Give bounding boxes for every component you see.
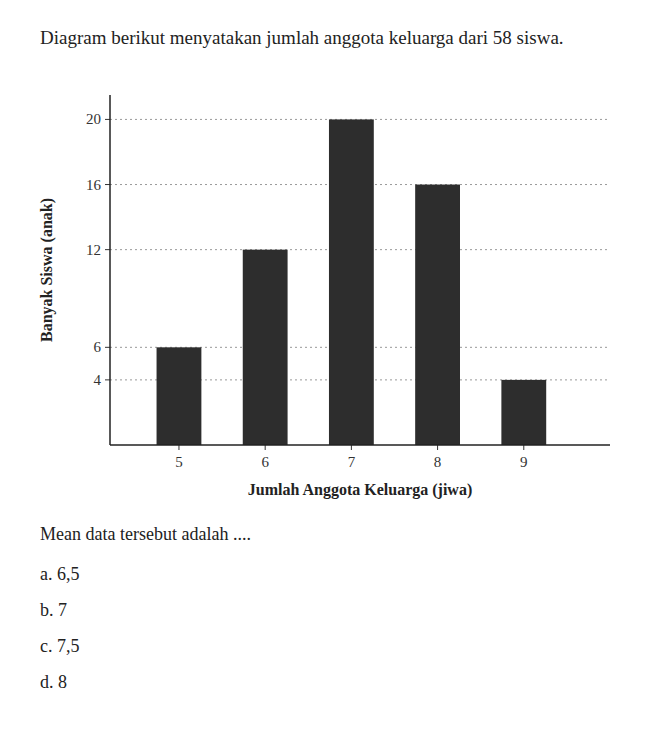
x-axis-label: Jumlah Anggota Keluarga (jiwa): [248, 481, 472, 499]
x-tick-label: 7: [348, 454, 356, 470]
title: Diagram berikut menyatakan jumlah anggot…: [40, 27, 564, 48]
y-axis-label: Banyak Siswa (anak): [38, 198, 56, 342]
x-tick-label: 8: [434, 454, 442, 470]
y-axis-line: [109, 95, 111, 445]
y-tick-label: 6: [94, 339, 102, 355]
bar: [243, 250, 288, 445]
bar: [501, 380, 546, 445]
x-tick-label: 9: [520, 454, 528, 470]
option: b. 7: [40, 600, 67, 620]
y-tick-label: 16: [86, 177, 102, 193]
option: d. 8: [40, 672, 67, 692]
chart: Diagram berikut menyatakan jumlah anggot…: [0, 0, 649, 732]
option: a. 6,5: [40, 564, 80, 584]
bar: [329, 119, 374, 445]
y-tick-label: 12: [86, 242, 101, 258]
x-tick-label: 6: [261, 454, 269, 470]
chart-container: Diagram berikut menyatakan jumlah anggot…: [0, 0, 649, 732]
x-tick-label: 5: [175, 454, 183, 470]
x-axis-line: [110, 444, 610, 446]
bar: [157, 347, 202, 445]
option: c. 7,5: [40, 636, 80, 656]
y-tick-label: 4: [94, 372, 102, 388]
question: Mean data tersebut adalah ....: [40, 524, 251, 544]
bar: [415, 185, 460, 445]
y-tick-label: 20: [86, 111, 101, 127]
bars: [157, 119, 547, 445]
